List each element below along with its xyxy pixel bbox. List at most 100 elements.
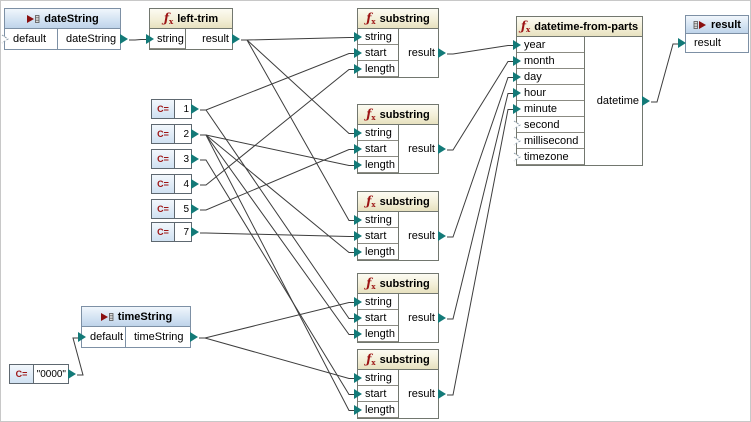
input-connector[interactable] <box>354 31 362 42</box>
input-connector[interactable] <box>513 87 521 98</box>
connection-line[interactable] <box>200 232 355 237</box>
function-s3[interactable]: ƒx substring string start length result <box>354 191 446 261</box>
port-label: default <box>13 33 47 45</box>
input-connector[interactable] <box>354 127 362 138</box>
function-lt[interactable]: ƒx left-trim string result <box>146 8 240 50</box>
connection-line[interactable] <box>200 159 355 395</box>
input-connector[interactable] <box>354 328 362 339</box>
constant-value: 7 <box>183 226 189 238</box>
input-connector[interactable] <box>354 404 362 415</box>
input-connector[interactable] <box>354 388 362 399</box>
input-component-icon <box>26 14 40 24</box>
input-connector[interactable] <box>354 230 362 241</box>
output-connector[interactable] <box>438 48 446 58</box>
output-connector[interactable] <box>191 104 199 114</box>
output-connector[interactable] <box>191 154 199 164</box>
function-s1[interactable]: ƒx substring string start length result <box>354 8 446 78</box>
function-dt[interactable]: ƒx datetime-from-parts year month day hour min… <box>513 16 650 166</box>
input-connector[interactable] <box>513 55 521 66</box>
constant-c3[interactable]: C= 3 <box>151 149 199 169</box>
connection-line[interactable] <box>200 134 355 411</box>
input-connector[interactable] <box>354 372 362 383</box>
connection-line[interactable] <box>447 45 514 55</box>
connection-line[interactable] <box>72 337 84 376</box>
node-title: left-trim <box>177 12 219 25</box>
input-connector[interactable] <box>513 71 521 82</box>
connection-line[interactable] <box>200 69 355 186</box>
input-connector[interactable] <box>354 246 362 257</box>
node-title: datetime-from-parts <box>534 20 639 33</box>
output-connector[interactable] <box>120 34 128 44</box>
constant-prefix: C= <box>152 200 175 218</box>
connection-line[interactable] <box>447 61 514 151</box>
function-s2[interactable]: ƒx substring string start length result <box>354 104 446 174</box>
fx-icon: ƒx <box>366 11 376 26</box>
connection-line[interactable] <box>241 37 355 41</box>
output-connector[interactable] <box>438 313 446 323</box>
connection-line[interactable] <box>447 109 514 396</box>
connection-line[interactable] <box>241 39 355 134</box>
output-connector[interactable] <box>438 231 446 241</box>
input-connector[interactable] <box>678 38 686 48</box>
output-connector[interactable] <box>232 34 240 44</box>
input-connector[interactable] <box>354 143 362 154</box>
input-connector[interactable] <box>354 312 362 323</box>
output-connector[interactable] <box>191 179 199 189</box>
connection-line[interactable] <box>651 43 679 103</box>
input-connector[interactable] <box>78 332 86 342</box>
port-cell-out: dateString <box>57 29 128 49</box>
input-connector[interactable] <box>513 103 521 114</box>
constant-c1[interactable]: C= 1 <box>151 99 199 119</box>
constant-c4[interactable]: C= 4 <box>151 174 199 194</box>
input-port-label: year <box>524 38 546 51</box>
connection-line[interactable] <box>199 302 355 339</box>
function-s4[interactable]: ƒx substring string start length result <box>354 273 446 343</box>
input-connector[interactable] <box>354 214 362 225</box>
input-port-label: length <box>365 403 395 416</box>
input-connector[interactable] <box>354 296 362 307</box>
node-title: result <box>711 18 741 31</box>
connection-line[interactable] <box>200 53 355 111</box>
function-s5[interactable]: ƒx substring string start length result <box>354 349 446 419</box>
node-title: dateString <box>44 12 99 25</box>
output-connector[interactable] <box>191 204 199 214</box>
connection-line[interactable] <box>129 39 147 41</box>
connection-line[interactable] <box>200 134 355 166</box>
constant-prefix: C= <box>152 125 175 143</box>
fx-icon: ƒx <box>366 194 376 209</box>
connection-line[interactable] <box>200 149 355 211</box>
component-res[interactable]: result result <box>678 15 749 53</box>
output-connector[interactable] <box>438 144 446 154</box>
input-port-label: start <box>365 46 387 59</box>
connection-line[interactable] <box>447 93 514 320</box>
optional-input-connector[interactable] <box>513 120 522 130</box>
input-connector[interactable] <box>513 39 521 50</box>
optional-input-connector[interactable] <box>513 152 522 162</box>
constant-c2[interactable]: C= 2 <box>151 124 199 144</box>
component-ds[interactable]: dateString default dateString <box>1 8 128 50</box>
constant-c5[interactable]: C= 5 <box>151 199 199 219</box>
output-connector[interactable] <box>68 369 76 379</box>
constant-value: 4 <box>183 178 189 190</box>
constant-c0[interactable]: C= "0000" <box>9 364 76 384</box>
output-connector[interactable] <box>438 389 446 399</box>
connection-line[interactable] <box>447 77 514 238</box>
input-port-label: month <box>524 54 555 67</box>
input-connector[interactable] <box>354 63 362 74</box>
output-connector[interactable] <box>190 332 198 342</box>
output-connector[interactable] <box>642 96 650 106</box>
connection-line[interactable] <box>199 337 355 379</box>
input-connector[interactable] <box>146 33 154 44</box>
input-port-label: length <box>365 327 395 340</box>
output-connector[interactable] <box>191 129 199 139</box>
component-ts[interactable]: timeString default timeString <box>78 306 198 348</box>
input-connector[interactable] <box>354 47 362 58</box>
optional-input-connector[interactable] <box>1 34 10 44</box>
optional-input-connector[interactable] <box>513 136 522 146</box>
input-connector[interactable] <box>354 159 362 170</box>
constant-c7[interactable]: C= 7 <box>151 222 199 242</box>
connection-line[interactable] <box>241 39 355 221</box>
output-connector[interactable] <box>191 227 199 237</box>
connection-line[interactable] <box>200 109 355 319</box>
